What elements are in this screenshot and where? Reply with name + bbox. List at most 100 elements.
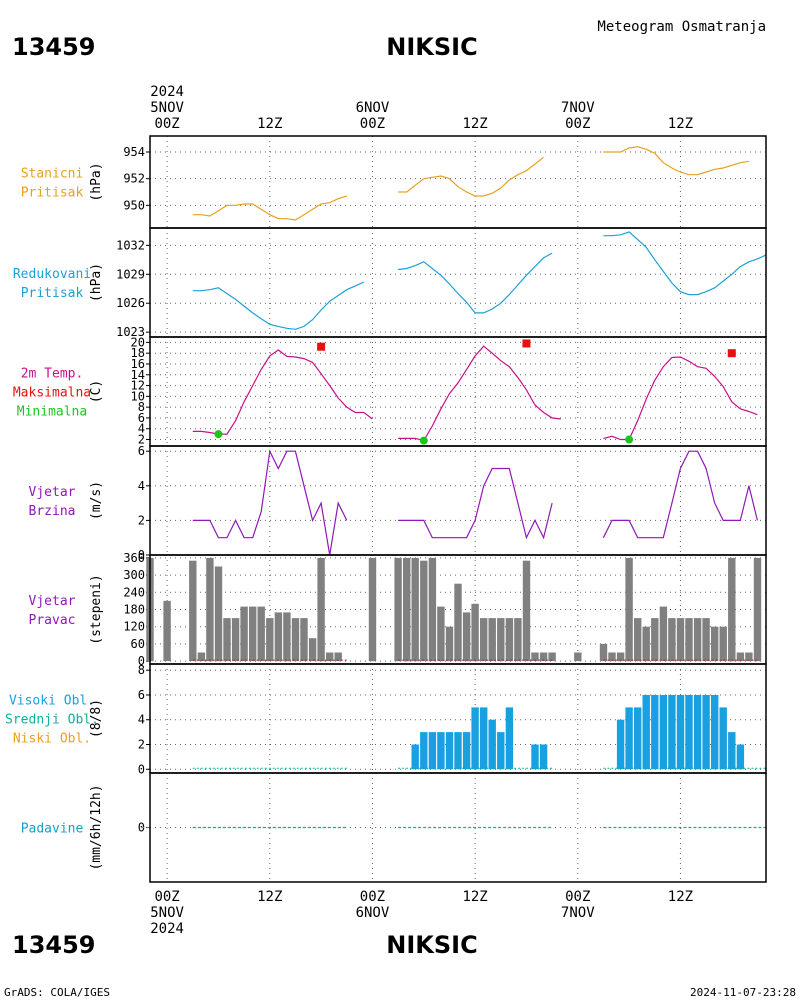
panel-frame [149, 227, 767, 338]
data-bar [283, 612, 291, 662]
data-bar [334, 652, 342, 662]
y-tick-label: 1026 [116, 296, 145, 310]
data-bar [676, 695, 685, 770]
data-bar [462, 612, 471, 662]
data-bar [702, 618, 710, 662]
data-bar [668, 695, 676, 770]
panel-label: Redukovani [13, 267, 91, 282]
series-line [603, 146, 749, 176]
series-line [192, 281, 365, 330]
panel-label: 2m Temp. [21, 367, 84, 382]
y-tick-label: 4 [138, 422, 145, 436]
unit-label: (hPa) [89, 263, 104, 302]
data-bar [642, 695, 650, 770]
panel-label: Minimalna [17, 405, 87, 420]
data-bar [462, 732, 471, 770]
unit-label: (stepeni) [89, 574, 104, 644]
data-bar [642, 626, 650, 662]
data-bar [668, 618, 676, 662]
data-bar [505, 707, 514, 770]
y-tick-label: 2 [138, 513, 145, 527]
y-tick-label: 10 [131, 389, 145, 403]
data-bar [625, 707, 633, 770]
data-bar [702, 695, 710, 770]
y-tick-label: 0 [138, 548, 145, 562]
data-bar [437, 606, 445, 662]
y-tick-label: 950 [123, 198, 145, 212]
station-id: 13459 [12, 33, 96, 61]
series-line [398, 467, 553, 540]
panel-station_pressure: 950 952 954 Stanicni Pritisak (hPa) [21, 135, 767, 229]
data-bar [197, 652, 206, 662]
y-tick-label: 0 [138, 654, 145, 668]
data-bar [274, 612, 283, 662]
data-bar [420, 560, 428, 662]
data-bar [625, 557, 633, 662]
y-tick-label: 300 [123, 568, 145, 582]
data-bar [497, 618, 505, 662]
data-bar [249, 606, 257, 662]
y-tick-label: 240 [123, 585, 145, 599]
bottom-time-label: 00Z [565, 889, 590, 905]
data-bar [326, 652, 334, 662]
footer-station-id: 13459 [12, 931, 96, 959]
unit-label: (mm/6h/12h) [89, 784, 104, 870]
data-bar [753, 557, 762, 662]
data-bar [497, 732, 505, 770]
data-bar [308, 638, 317, 662]
y-tick-label: 180 [123, 603, 145, 617]
panel-label: Niski Obl. [13, 732, 91, 747]
bottom-time-label: 00Z [154, 889, 179, 905]
data-bar [411, 744, 419, 770]
data-bar [634, 707, 642, 770]
data-bar [403, 557, 411, 662]
data-bar [616, 719, 625, 770]
y-tick-label: 12 [131, 379, 145, 393]
y-tick-label: 954 [123, 145, 145, 159]
y-tick-label: 2 [138, 738, 145, 752]
footer-station-name: NIKSIC [386, 931, 477, 959]
series-line [398, 345, 561, 442]
data-bar [480, 618, 488, 662]
bottom-time-label: 00Z [360, 889, 385, 905]
y-tick-label: 20 [131, 335, 145, 349]
data-bar [745, 652, 753, 662]
y-tick-label: 14 [131, 368, 145, 382]
top-time-label: 12Z [257, 116, 282, 132]
y-tick-label: 6 [138, 688, 145, 702]
data-bar [206, 557, 214, 662]
data-bar [471, 707, 479, 770]
data-bar [231, 618, 240, 662]
y-tick-label: 1032 [116, 238, 145, 252]
y-tick-label: 952 [123, 172, 145, 186]
data-bar [651, 695, 659, 770]
series-line [602, 450, 758, 539]
top-time-label: 7NOV [561, 100, 595, 116]
bottom-time-label: 12Z [668, 889, 693, 905]
unit-label: (8/8) [89, 699, 104, 738]
panel-label: Vjetar [29, 485, 76, 500]
series-line [603, 231, 767, 296]
top-time-label: 00Z [154, 116, 179, 132]
panel-frame [149, 445, 767, 556]
data-bar [634, 618, 642, 662]
unit-label: (C) [89, 380, 104, 403]
y-tick-label: 4 [138, 479, 145, 493]
panel-label: Brzina [29, 504, 76, 519]
data-bar [420, 732, 428, 770]
data-bar [693, 618, 702, 662]
y-tick-label: 4 [138, 713, 145, 727]
data-bar [445, 732, 454, 770]
data-bar [711, 695, 719, 770]
data-bar [454, 732, 462, 770]
data-bar [266, 618, 274, 662]
station-name: NIKSIC [386, 33, 477, 61]
panel-label: Stanicni [21, 167, 84, 182]
data-bar [736, 744, 745, 770]
y-tick-label: 0 [138, 821, 145, 835]
unit-label: (m/s) [89, 481, 104, 520]
data-bar [659, 606, 668, 662]
